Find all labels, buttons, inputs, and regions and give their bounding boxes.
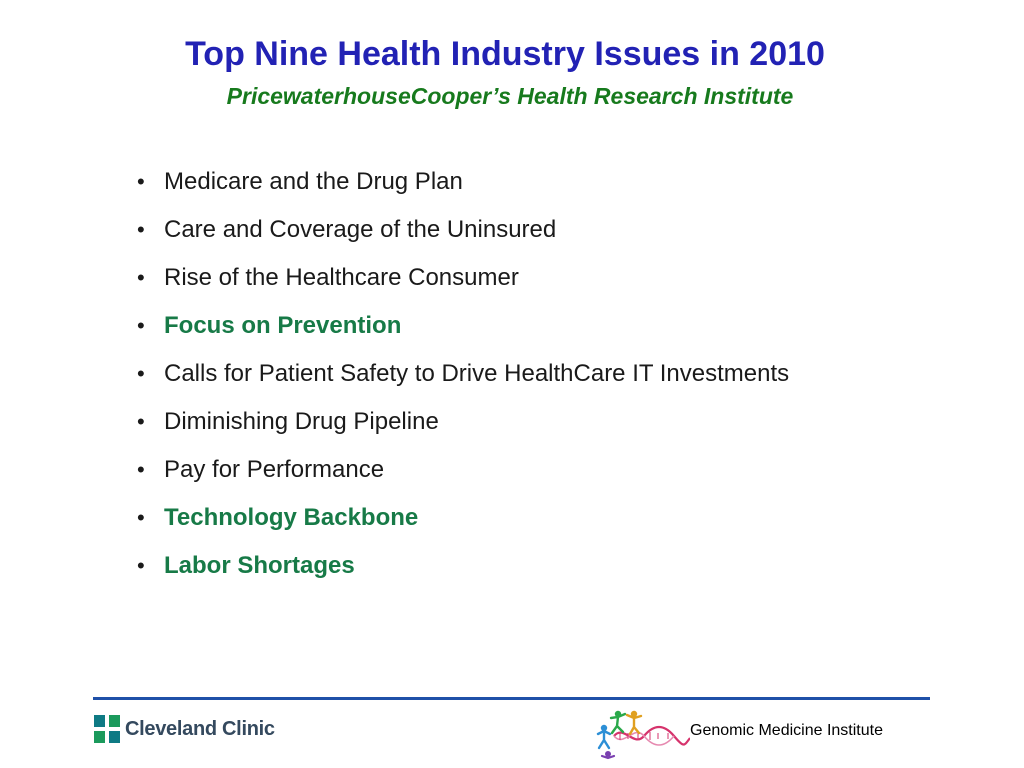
bullet-item: • Medicare and the Drug Plan	[133, 162, 789, 210]
bullet-item: • Calls for Patient Safety to Drive Heal…	[133, 354, 789, 402]
bullet-text: Pay for Performance	[164, 456, 385, 483]
bullet-dot-icon: •	[137, 265, 145, 290]
cleveland-clinic-logo: Cleveland Clinic	[94, 714, 275, 744]
bullet-text: Technology Backbone	[164, 504, 419, 531]
bullet-dot-icon: •	[137, 361, 145, 386]
bullet-dot-icon: •	[137, 553, 145, 578]
bullet-item: • Pay for Performance	[133, 450, 789, 498]
bullet-dot-icon: •	[137, 457, 145, 482]
bullet-item: • Rise of the Healthcare Consumer	[133, 258, 789, 306]
bullet-item: • Care and Coverage of the Uninsured	[133, 210, 789, 258]
bullet-dot-icon: •	[137, 313, 145, 338]
cleveland-clinic-cross-icon	[94, 715, 120, 743]
bullet-dot-icon: •	[137, 505, 145, 530]
bullet-dot-icon: •	[137, 217, 145, 242]
bullet-item: • Focus on Prevention	[133, 306, 789, 354]
bullet-text: Diminishing Drug Pipeline	[164, 408, 439, 435]
slide-subtitle: PricewaterhouseCooper’s Health Research …	[226, 83, 794, 109]
slide-title: Top Nine Health Industry Issues in 2010	[185, 35, 825, 73]
bullet-text: Rise of the Healthcare Consumer	[164, 264, 519, 291]
bullet-item: • Diminishing Drug Pipeline	[133, 402, 789, 450]
footer-divider	[93, 697, 930, 700]
bullet-text: Labor Shortages	[164, 552, 355, 579]
bullet-dot-icon: •	[137, 409, 145, 434]
cleveland-clinic-wordmark: Cleveland Clinic	[125, 717, 275, 740]
genomic-medicine-institute-label: Genomic Medicine Institute	[690, 722, 883, 739]
dna-people-icon	[596, 710, 690, 760]
bullet-list: • Medicare and the Drug Plan • Care and …	[133, 162, 789, 594]
bullet-item: • Technology Backbone	[133, 498, 789, 546]
bullet-text: Medicare and the Drug Plan	[164, 168, 463, 195]
bullet-item: • Labor Shortages	[133, 546, 789, 594]
bullet-text: Care and Coverage of the Uninsured	[164, 216, 557, 243]
bullet-dot-icon: •	[137, 169, 145, 194]
bullet-text: Focus on Prevention	[164, 312, 402, 339]
bullet-text: Calls for Patient Safety to Drive Health…	[164, 360, 790, 387]
